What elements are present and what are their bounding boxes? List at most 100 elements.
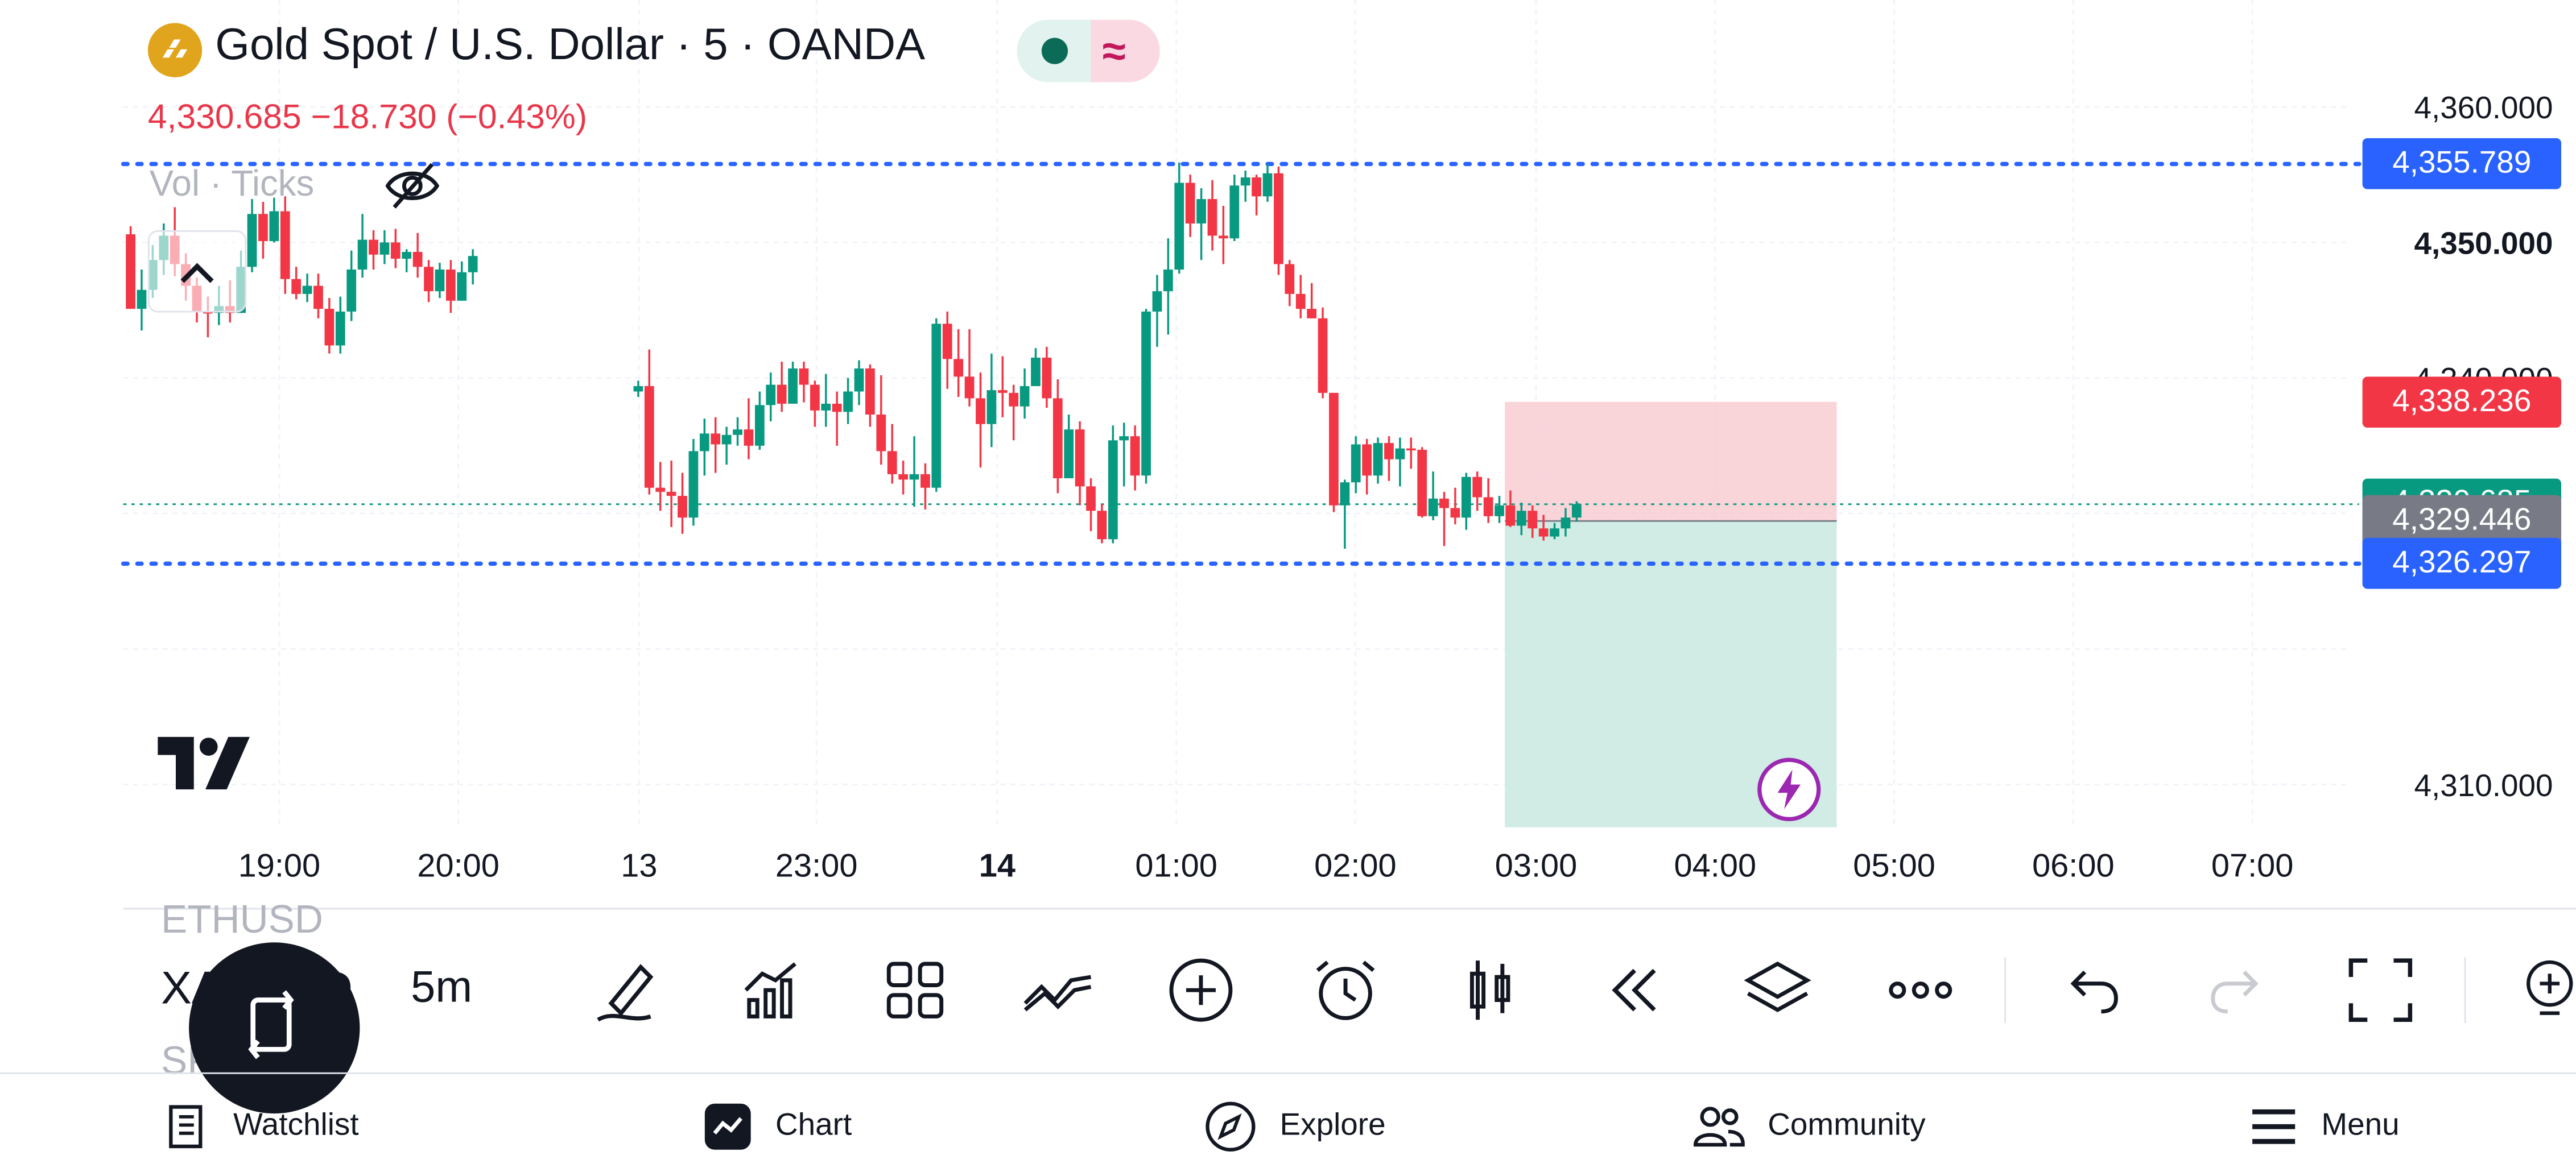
candle (313, 274, 323, 318)
horizontal-lines (121, 162, 2362, 566)
candle (126, 226, 135, 309)
candle-body (1130, 436, 1140, 476)
candle (324, 298, 335, 354)
delayed-data-icon: ≈ (1102, 26, 1126, 76)
candle (633, 380, 643, 397)
candle-body (1174, 183, 1184, 270)
candle (843, 378, 853, 424)
time-tick-label: 20:00 (417, 848, 499, 885)
layouts-grid-icon[interactable] (879, 954, 951, 1026)
candle (1108, 425, 1118, 544)
price-tick-label: 4,310.000 (2414, 768, 2553, 803)
candle (379, 230, 390, 264)
gold-logo-icon[interactable] (147, 23, 203, 77)
candle-body (302, 285, 312, 294)
undo-icon[interactable] (2055, 954, 2128, 1026)
market-status-badge[interactable]: ≈ (1017, 19, 1160, 82)
candle-style-icon[interactable] (1454, 954, 1526, 1026)
candle-body (788, 368, 798, 404)
redo-icon[interactable] (2202, 954, 2274, 1026)
candle-body (1461, 477, 1471, 518)
stop-loss-zone[interactable] (1505, 401, 1837, 521)
candle (1384, 436, 1394, 481)
candle-body (445, 269, 456, 301)
fullscreen-icon[interactable] (2344, 954, 2417, 1026)
candle-body (269, 211, 279, 241)
candle (788, 362, 798, 404)
nav-community[interactable]: Community (1692, 1102, 1926, 1152)
nav-chart[interactable]: Chart (703, 1102, 852, 1152)
candle (766, 372, 776, 421)
candle (832, 391, 842, 446)
nav-watchlist[interactable]: Watchlist (164, 1102, 359, 1152)
nav-explore[interactable]: Explore (1204, 1102, 1386, 1152)
candle-body (291, 279, 302, 294)
nav-label-community: Community (1768, 1108, 1926, 1144)
symbol-prev[interactable]: ETHUSD (160, 898, 323, 943)
candle (402, 249, 412, 272)
ideas-bulb-icon[interactable] (2510, 954, 2576, 1026)
watchlist-icon (169, 1105, 203, 1149)
candle-body (280, 211, 290, 279)
more-options-icon[interactable] (1884, 954, 1956, 1026)
price-label[interactable]: 4,338.236 (2362, 376, 2562, 428)
candle-body (457, 272, 467, 301)
candle (1340, 479, 1350, 549)
add-plus-icon[interactable] (1165, 954, 1237, 1026)
candle (335, 296, 345, 354)
pencil-draw-icon[interactable] (592, 954, 664, 1026)
indicators-icon[interactable] (736, 954, 808, 1026)
candle (1064, 415, 1074, 479)
candle-body (799, 368, 809, 385)
candle (1461, 473, 1471, 530)
symbol-title[interactable]: Gold Spot / U.S. Dollar · 5 · OANDA (215, 19, 926, 69)
candle (258, 201, 268, 259)
switch-symbol-button[interactable] (189, 942, 360, 1114)
layers-icon[interactable] (1741, 954, 1814, 1026)
candle (1318, 307, 1328, 399)
candle (976, 372, 985, 467)
candle-body (346, 269, 357, 312)
candle (655, 462, 666, 511)
candle (865, 364, 875, 427)
candle (997, 356, 1008, 417)
time-tick-label: 05:00 (1853, 848, 1935, 885)
bolt-icon[interactable] (1756, 756, 1822, 822)
candle (412, 233, 423, 278)
candle-body (247, 214, 257, 267)
candle (1185, 175, 1195, 237)
candle (920, 463, 930, 510)
candle-body (468, 256, 478, 272)
candle (269, 197, 279, 243)
candle-body (126, 234, 135, 309)
candle-body (766, 384, 776, 405)
price-label[interactable]: 4,329.446 (2362, 495, 2562, 546)
candle-body (1384, 443, 1394, 459)
time-tick-label: 19:00 (238, 848, 321, 885)
time-tick-label: 02:00 (1314, 848, 1397, 885)
candle (1362, 438, 1372, 495)
compare-icon[interactable] (1022, 954, 1094, 1026)
candle (1219, 205, 1228, 264)
candle (1019, 368, 1030, 419)
candle-body (335, 311, 345, 346)
candle-body (137, 289, 147, 309)
replay-rewind-icon[interactable] (1599, 954, 1671, 1026)
nav-menu[interactable]: Menu (2249, 1102, 2400, 1152)
chart-grid (123, 0, 2350, 827)
volume-indicator-label[interactable]: Vol · Ticks (149, 163, 315, 204)
candle-body (424, 267, 434, 292)
alarm-clock-icon[interactable] (1310, 954, 1382, 1026)
collapse-legend-button[interactable] (147, 230, 247, 313)
hide-eye-icon[interactable] (383, 158, 442, 214)
price-label[interactable]: 4,355.789 (2362, 138, 2562, 190)
candle-body (1031, 357, 1041, 386)
interval-selector[interactable]: 5m (410, 962, 473, 1012)
candle (1141, 309, 1151, 484)
candle-body (1450, 508, 1460, 518)
candle (854, 360, 864, 405)
candle-body (1495, 505, 1504, 516)
price-label[interactable]: 4,326.297 (2362, 538, 2562, 590)
